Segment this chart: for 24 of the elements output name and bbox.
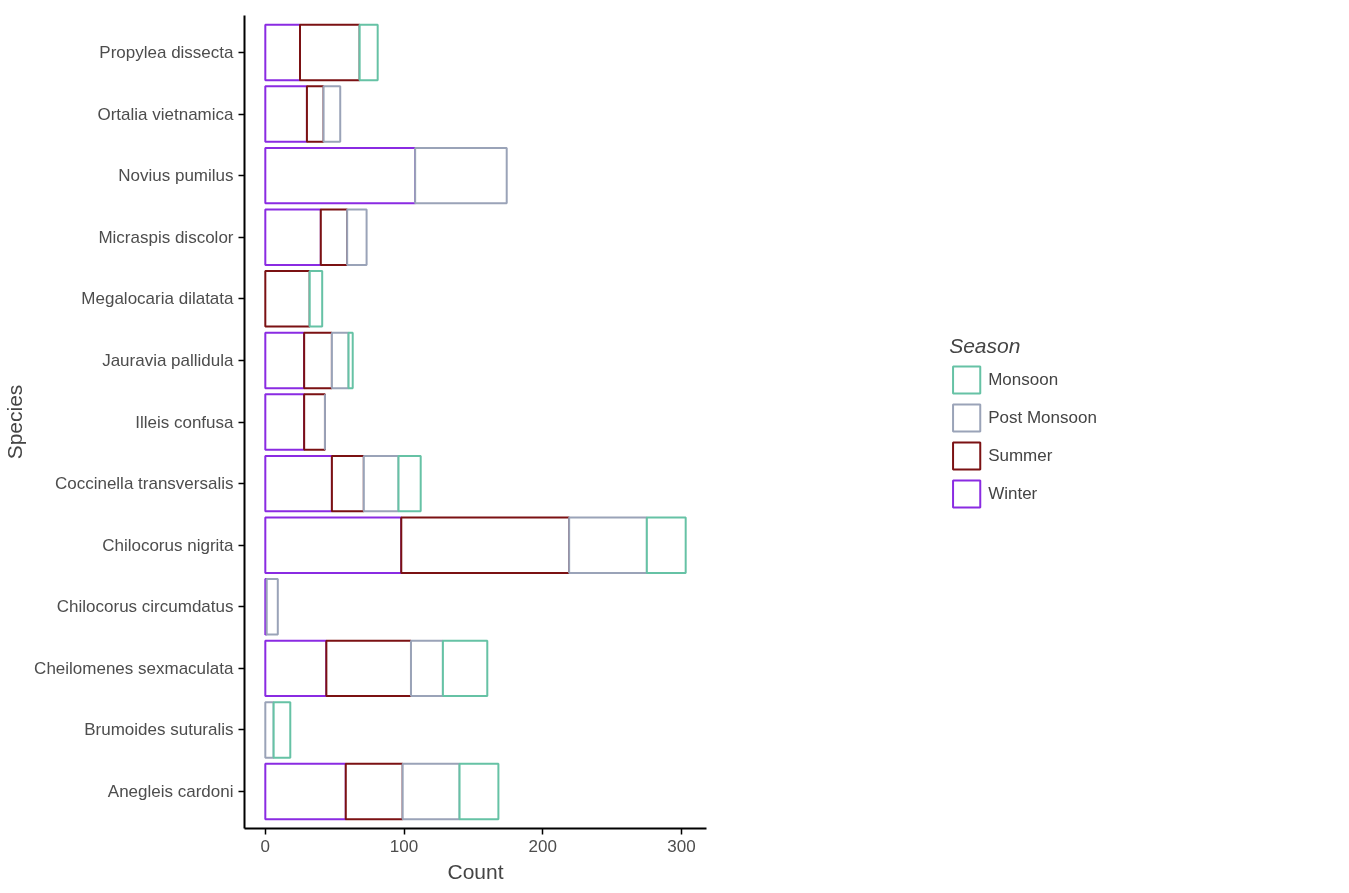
x-tick-label: 300 <box>667 836 696 856</box>
y-tick-label: Chilocorus nigrita <box>102 535 235 555</box>
y-tick-label: Illeis confusa <box>135 412 235 432</box>
y-tick-label: Megalocaria dilatata <box>81 289 235 309</box>
y-tick-label: Chilocorus circumdatus <box>56 597 234 617</box>
legend-label: Post Monsoon <box>988 407 1097 427</box>
y-tick-label: Brumoides suturalis <box>84 720 234 740</box>
y-tick-label: Novius pumilus <box>118 166 234 186</box>
legend-label: Summer <box>988 445 1053 465</box>
legend-label: Monsoon <box>988 369 1059 389</box>
legend-title: Season <box>949 333 1022 357</box>
y-tick-label: Jauravia pallidula <box>102 350 235 370</box>
x-tick-label: 100 <box>389 836 419 856</box>
x-tick-label: 200 <box>528 836 557 856</box>
x-axis-title: Count <box>447 859 504 883</box>
x-tick-label: 0 <box>260 836 271 856</box>
y-tick-label: Propylea dissecta <box>99 42 235 62</box>
legend-label: Winter <box>988 483 1038 503</box>
y-tick-label: Anegleis cardoni <box>107 782 234 802</box>
y-tick-label: Coccinella transversalis <box>54 474 234 494</box>
y-tick-label: Ortalia vietnamica <box>97 104 235 124</box>
y-tick-label: Cheilomenes sexmaculata <box>34 658 235 678</box>
y-tick-label: Micraspis discolor <box>98 227 234 247</box>
y-axis-title: Species <box>3 384 27 460</box>
